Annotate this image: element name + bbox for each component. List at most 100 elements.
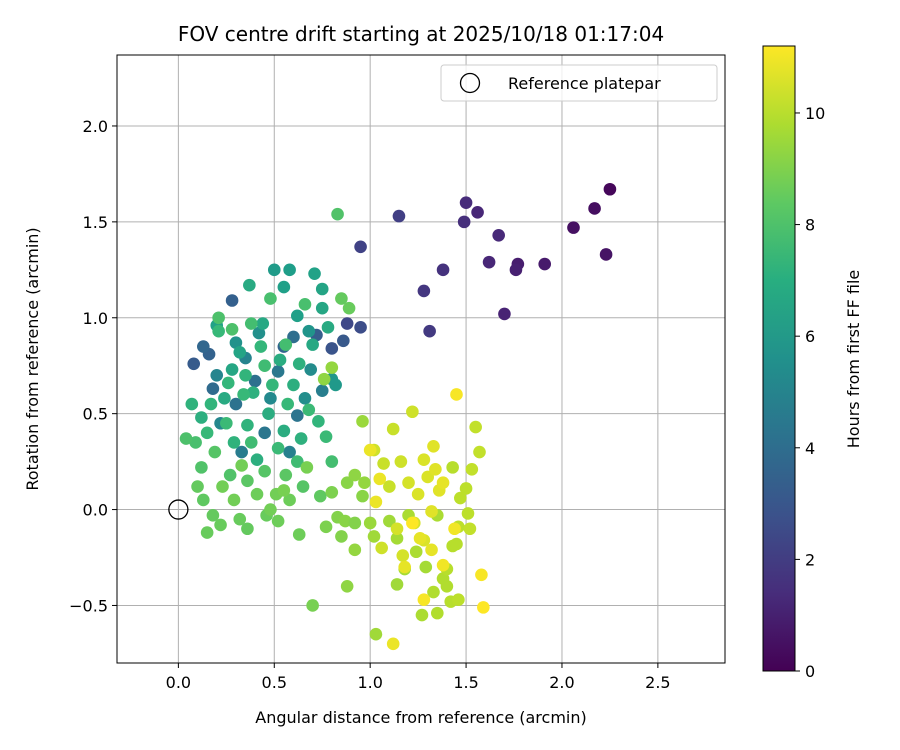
legend-marker-reference <box>459 72 481 94</box>
scatter-point <box>235 445 248 459</box>
scatter-point <box>452 593 465 607</box>
scatter-point <box>425 543 438 557</box>
scatter-point <box>287 378 300 392</box>
scatter-point <box>191 480 204 493</box>
scatter-point <box>421 470 435 484</box>
scatter-point <box>258 359 271 373</box>
colorbar-tick-label: 0 <box>805 662 815 681</box>
scatter-point <box>258 464 271 478</box>
scatter-point <box>454 491 467 505</box>
y-tick-label: 0.0 <box>83 501 108 520</box>
colorbar-tick-label: 10 <box>805 104 825 123</box>
scatter-point <box>342 301 356 315</box>
legend: Reference platepar <box>440 64 718 102</box>
x-tick-label: 0.0 <box>166 673 191 692</box>
y-axis-label: Rotation from reference (arcmin) <box>23 227 42 490</box>
scatter-point <box>331 207 344 221</box>
scatter-point <box>383 514 396 528</box>
scatter-point <box>296 480 310 493</box>
scatter-point <box>200 526 214 539</box>
scatter-points <box>179 182 617 651</box>
scatter-point <box>325 455 339 468</box>
scatter-point <box>210 369 224 382</box>
scatter-point <box>419 560 433 574</box>
scatter-point <box>271 365 285 378</box>
scatter-point <box>225 322 239 336</box>
scatter-point <box>264 503 277 516</box>
scatter-point <box>233 512 247 526</box>
scatter-point <box>246 386 260 399</box>
scatter-point <box>317 372 331 386</box>
scatter-point <box>212 311 225 325</box>
scatter-point <box>292 357 306 371</box>
scatter-point <box>417 284 431 298</box>
scatter-point <box>363 443 377 457</box>
scatter-point <box>277 484 291 497</box>
colorbar-ticks: 0 2 4 6 8 10 <box>795 104 825 681</box>
scatter-point <box>338 514 352 528</box>
scatter-point <box>195 411 208 424</box>
scatter-point <box>304 363 318 376</box>
colorbar-tick-label: 4 <box>805 439 815 458</box>
scatter-point <box>417 593 431 607</box>
y-tick-label: 2.0 <box>83 117 108 136</box>
scatter-point <box>340 579 354 593</box>
scatter-point <box>436 558 450 572</box>
scatter-point <box>425 505 438 518</box>
scatter-point <box>227 493 241 507</box>
scatter-point <box>315 282 329 296</box>
scatter-point <box>377 457 390 470</box>
scatter-point <box>227 436 241 449</box>
scatter-point <box>423 324 436 338</box>
scatter-point <box>337 334 350 348</box>
scatter-point <box>262 407 275 420</box>
scatter-point <box>216 480 229 493</box>
scatter-point <box>281 397 295 411</box>
scatter-point <box>325 342 339 355</box>
scatter-point <box>356 489 369 503</box>
scatter-point <box>254 340 268 353</box>
scatter-point <box>258 426 271 440</box>
scatter-point <box>373 472 387 486</box>
scatter-point <box>431 606 444 620</box>
scatter-point <box>273 353 287 367</box>
scatter-point <box>248 374 262 388</box>
scatter-point <box>415 608 429 622</box>
scatter-point <box>358 476 371 490</box>
scatter-point <box>450 537 463 551</box>
legend-box <box>440 64 718 102</box>
scatter-point <box>195 461 208 474</box>
scatter-point <box>315 301 329 315</box>
scatter-point <box>300 461 314 474</box>
scatter-point <box>406 516 419 530</box>
scatter-point <box>290 409 304 422</box>
scatter-point <box>250 487 264 501</box>
scatter-point <box>290 309 304 323</box>
scatter-point <box>241 522 254 536</box>
scatter-point <box>319 520 333 534</box>
scatter-point <box>197 340 210 353</box>
y-tick-label: 0.5 <box>83 405 108 424</box>
scatter-point <box>440 579 454 593</box>
scatter-point <box>321 321 335 334</box>
scatter-point <box>461 507 475 520</box>
scatter-point <box>325 485 339 499</box>
scatter-point <box>427 585 440 599</box>
scatter-point <box>223 468 237 482</box>
y-tick-label: 1.5 <box>83 213 108 232</box>
scatter-point <box>482 255 496 269</box>
scatter-point <box>241 474 254 488</box>
scatter-point <box>218 392 231 405</box>
scatter-point <box>390 578 404 591</box>
scatter-point <box>244 436 258 449</box>
scatter-point <box>319 430 333 443</box>
scatter-point <box>427 439 440 453</box>
scatter-point <box>267 263 281 277</box>
scatter-point <box>283 493 296 507</box>
scatter-point <box>212 324 225 338</box>
scatter-point <box>279 468 293 482</box>
x-tick-label: 2.0 <box>549 673 574 692</box>
scatter-point <box>264 292 277 305</box>
y-tick-label: 1.0 <box>83 309 108 328</box>
scatter-point <box>463 522 477 536</box>
